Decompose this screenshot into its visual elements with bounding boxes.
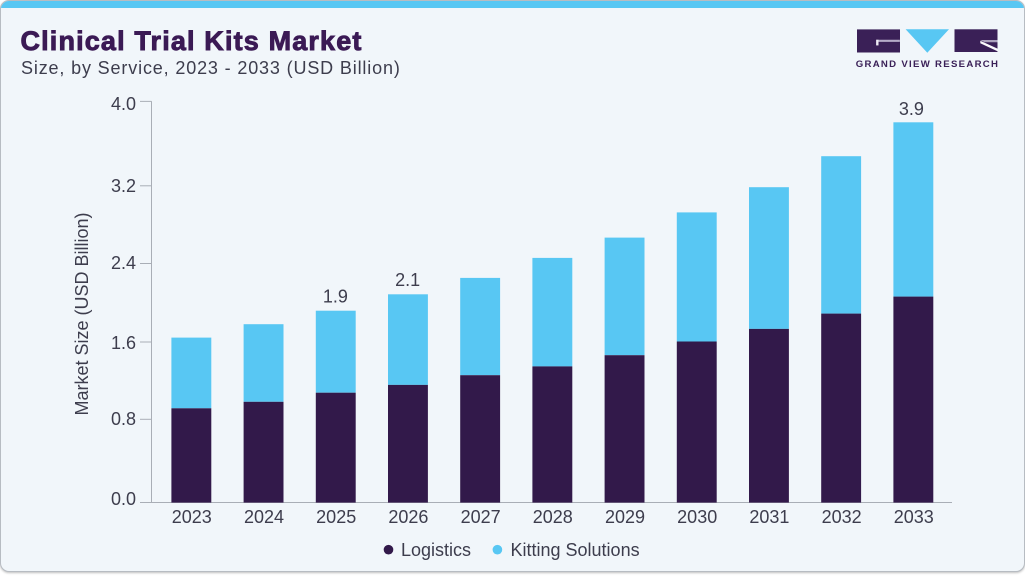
svg-text:2027: 2027	[461, 507, 501, 527]
svg-text:2032: 2032	[822, 507, 862, 527]
svg-text:2030: 2030	[677, 507, 717, 527]
svg-text:0.8: 0.8	[111, 409, 136, 429]
svg-text:2024: 2024	[244, 507, 284, 527]
svg-text:2029: 2029	[605, 507, 645, 527]
svg-text:2033: 2033	[894, 507, 934, 527]
svg-text:2023: 2023	[172, 507, 212, 527]
svg-text:2031: 2031	[749, 507, 789, 527]
svg-text:2026: 2026	[388, 507, 428, 527]
svg-text:2.1: 2.1	[395, 270, 420, 290]
svg-text:GRAND VIEW RESEARCH: GRAND VIEW RESEARCH	[856, 59, 1000, 70]
svg-text:0.0: 0.0	[111, 489, 136, 509]
svg-text:Logistics: Logistics	[401, 540, 471, 560]
svg-text:3.9: 3.9	[899, 99, 924, 119]
svg-text:2025: 2025	[316, 507, 356, 527]
svg-text:1.9: 1.9	[323, 286, 348, 306]
svg-text:4.0: 4.0	[111, 94, 136, 114]
svg-text:3.2: 3.2	[111, 176, 136, 196]
svg-text:2028: 2028	[533, 507, 573, 527]
svg-text:Kitting Solutions: Kitting Solutions	[511, 540, 640, 560]
svg-text:2.4: 2.4	[111, 253, 136, 273]
svg-text:Market Size (USD Billion): Market Size (USD Billion)	[72, 212, 92, 415]
svg-text:1.6: 1.6	[111, 333, 136, 353]
